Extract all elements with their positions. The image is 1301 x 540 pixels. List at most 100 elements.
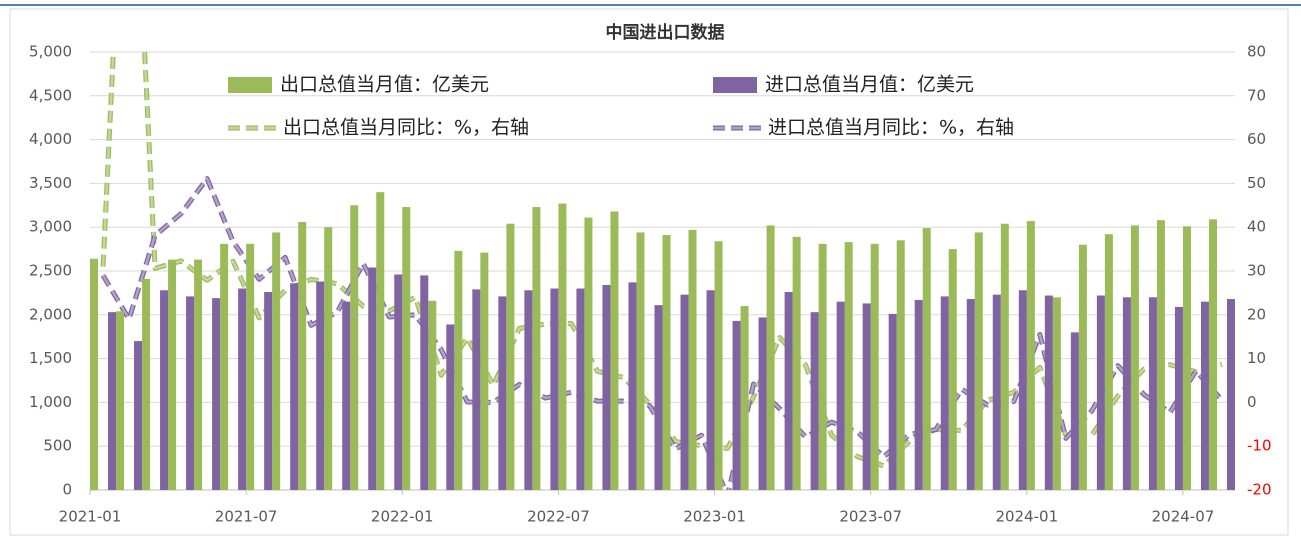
- y-tick-label: 0: [62, 481, 72, 499]
- y2-tick-label: 0: [1247, 393, 1257, 411]
- bar: [368, 267, 377, 490]
- bar: [90, 258, 99, 490]
- x-tick-label: 2021-07: [215, 508, 278, 526]
- bar: [940, 296, 949, 490]
- bar: [324, 227, 333, 490]
- y-tick-label: 2,500: [29, 262, 72, 280]
- bar: [862, 303, 871, 490]
- bar: [558, 203, 567, 490]
- bar: [758, 317, 767, 490]
- bar: [966, 299, 975, 490]
- bar: [844, 242, 853, 490]
- y-tick-label: 5,000: [29, 43, 72, 61]
- bar: [290, 283, 299, 490]
- y2-tick-label: -20: [1247, 481, 1272, 499]
- bar: [1156, 220, 1165, 490]
- bar: [220, 243, 229, 490]
- y2-tick-label: 80: [1247, 43, 1266, 61]
- y-tick-label: 2,000: [29, 305, 72, 323]
- bar: [342, 301, 351, 490]
- bar: [636, 232, 645, 490]
- bar: [194, 259, 203, 490]
- bar: [1174, 306, 1183, 490]
- bar: [1208, 219, 1217, 491]
- bar: [472, 289, 481, 490]
- bar: [1096, 295, 1105, 490]
- bar: [706, 290, 715, 490]
- bar: [732, 320, 741, 490]
- bar: [914, 299, 923, 490]
- legend-label: 出口总值当月值：亿美元: [280, 74, 489, 96]
- bar: [108, 312, 117, 490]
- bar: [246, 243, 255, 490]
- line: [101, 177, 1223, 490]
- y2-tick-label: 70: [1247, 86, 1266, 104]
- bar: [576, 288, 585, 490]
- bar: [480, 252, 489, 490]
- x-tick-label: 2021-01: [59, 508, 122, 526]
- bar: [654, 305, 663, 490]
- legend-label: 进口总值当月同比：%，右轴: [768, 117, 1014, 139]
- bar: [870, 243, 879, 490]
- y-tick-label: 3,000: [29, 218, 72, 236]
- x-tick-label: 2023-01: [683, 508, 746, 526]
- bar: [1070, 332, 1079, 490]
- bar: [836, 301, 845, 490]
- bar: [948, 249, 957, 490]
- chart-frame: [9, 8, 1289, 536]
- bar: [238, 288, 247, 490]
- bar: [810, 312, 819, 490]
- bar: [714, 241, 723, 490]
- line-layer: [100, 52, 1224, 490]
- bar: [1018, 290, 1027, 490]
- bar: [992, 294, 1001, 490]
- legend-label: 出口总值当月同比：%，右轴: [283, 117, 529, 139]
- bar: [766, 225, 775, 490]
- bar: [1078, 244, 1087, 490]
- bar: [316, 281, 325, 490]
- y-tick-label: 1,500: [29, 349, 72, 367]
- bar: [264, 292, 273, 490]
- bar: [420, 275, 429, 490]
- bar: [688, 229, 697, 490]
- bar: [142, 278, 151, 490]
- bar: [1122, 297, 1131, 490]
- bar: [1044, 295, 1053, 490]
- y-tick-label: 4,500: [29, 86, 72, 104]
- x-tick-label: 2022-07: [527, 508, 590, 526]
- bar: [446, 324, 455, 490]
- y-tick-label: 500: [43, 437, 72, 455]
- legend-swatch: [713, 77, 757, 93]
- y2-tick-label: 40: [1247, 218, 1266, 236]
- bar: [602, 285, 611, 490]
- legend-label: 进口总值当月值：亿美元: [765, 74, 974, 96]
- bar: [212, 298, 221, 490]
- bar: [610, 211, 619, 490]
- bar: [168, 259, 177, 490]
- bar: [498, 296, 507, 490]
- legend-swatch: [228, 77, 272, 93]
- y2-tick-label: 10: [1247, 349, 1266, 367]
- bar: [350, 205, 359, 491]
- bar: [550, 288, 559, 490]
- bar: [532, 207, 541, 490]
- y2-tick-label: 30: [1247, 262, 1266, 280]
- bar: [524, 290, 533, 490]
- bar: [974, 232, 983, 490]
- x-tick-label: 2022-01: [371, 508, 434, 526]
- bar: [454, 250, 463, 490]
- bar: [298, 221, 307, 490]
- bar: [784, 292, 793, 490]
- y2-tick-label: 60: [1247, 130, 1266, 148]
- bar: [1000, 223, 1009, 491]
- bar: [160, 290, 169, 490]
- bar: [818, 243, 827, 490]
- x-tick-label: 2024-07: [1152, 508, 1215, 526]
- bar: [506, 223, 515, 491]
- bar: [116, 311, 125, 490]
- bar: [134, 341, 143, 490]
- y2-tick-label: -10: [1247, 437, 1272, 455]
- x-tick-label: 2023-07: [839, 508, 902, 526]
